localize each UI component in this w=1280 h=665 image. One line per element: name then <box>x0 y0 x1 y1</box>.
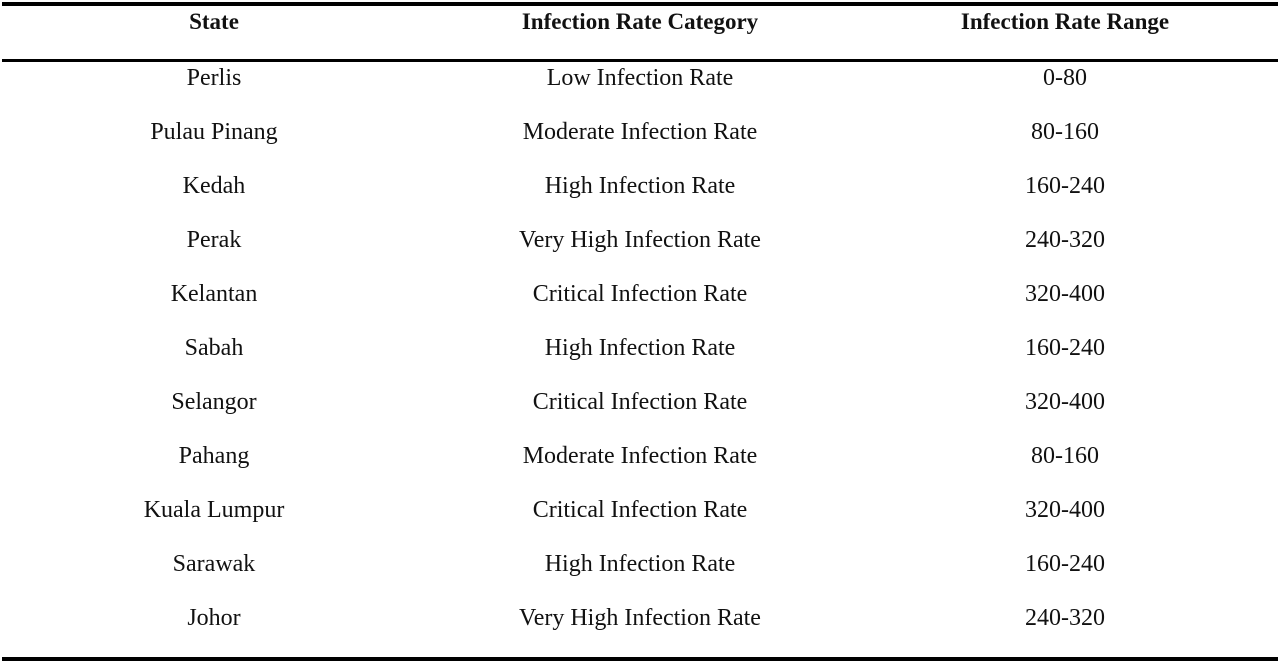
category-cell: Critical Infection Rate <box>532 497 748 523</box>
header-state: State <box>189 9 239 34</box>
table-row: Perlis Low Infection Rate 0-80 <box>0 62 1280 116</box>
range-cell: 160-240 <box>1025 551 1105 577</box>
table-row: Perak Very High Infection Rate 240-320 <box>0 224 1280 278</box>
state-cell: Pahang <box>178 443 250 469</box>
table-row: Kuala Lumpur Critical Infection Rate 320… <box>0 494 1280 548</box>
table-row: Sabah High Infection Rate 160-240 <box>0 332 1280 386</box>
category-cell: High Infection Rate <box>544 173 736 199</box>
range-cell: 160-240 <box>1025 335 1105 361</box>
state-cell: Perak <box>186 227 242 253</box>
table-header-row: State Infection Rate Category Infection … <box>0 6 1280 59</box>
state-cell: Kedah <box>182 173 246 199</box>
table-row: Pulau Pinang Moderate Infection Rate 80-… <box>0 116 1280 170</box>
state-cell: Pulau Pinang <box>150 119 278 145</box>
table-row: Kedah High Infection Rate 160-240 <box>0 170 1280 224</box>
category-cell: Critical Infection Rate <box>532 281 748 307</box>
state-cell: Kuala Lumpur <box>143 497 285 523</box>
state-cell: Johor <box>187 605 241 631</box>
state-cell: Kelantan <box>170 281 258 307</box>
category-cell: High Infection Rate <box>544 551 736 577</box>
table-row: Selangor Critical Infection Rate 320-400 <box>0 386 1280 440</box>
state-cell: Sabah <box>184 335 244 361</box>
table-top-rule <box>2 2 1278 6</box>
table-row: Johor Very High Infection Rate 240-320 <box>0 602 1280 656</box>
table-header-rule <box>2 59 1278 62</box>
table-row: Pahang Moderate Infection Rate 80-160 <box>0 440 1280 494</box>
range-cell: 320-400 <box>1025 281 1105 307</box>
range-cell: 320-400 <box>1025 389 1105 415</box>
range-cell: 80-160 <box>1031 443 1099 469</box>
header-infection-rate-range: Infection Rate Range <box>960 9 1170 34</box>
table-bottom-rule <box>2 657 1278 661</box>
header-infection-rate-category: Infection Rate Category <box>521 9 759 34</box>
category-cell: Critical Infection Rate <box>532 389 748 415</box>
category-cell: Very High Infection Rate <box>519 227 761 253</box>
category-cell: Low Infection Rate <box>546 65 734 91</box>
table-row: Sarawak High Infection Rate 160-240 <box>0 548 1280 602</box>
category-cell: High Infection Rate <box>544 335 736 361</box>
table-row: Kelantan Critical Infection Rate 320-400 <box>0 278 1280 332</box>
range-cell: 0-80 <box>1043 65 1087 91</box>
range-cell: 240-320 <box>1025 605 1105 631</box>
category-cell: Moderate Infection Rate <box>522 443 758 469</box>
range-cell: 320-400 <box>1025 497 1105 523</box>
range-cell: 160-240 <box>1025 173 1105 199</box>
category-cell: Very High Infection Rate <box>519 605 761 631</box>
state-cell: Selangor <box>171 389 257 415</box>
range-cell: 80-160 <box>1031 119 1099 145</box>
state-cell: Sarawak <box>172 551 256 577</box>
category-cell: Moderate Infection Rate <box>522 119 758 145</box>
range-cell: 240-320 <box>1025 227 1105 253</box>
state-cell: Perlis <box>186 65 242 91</box>
